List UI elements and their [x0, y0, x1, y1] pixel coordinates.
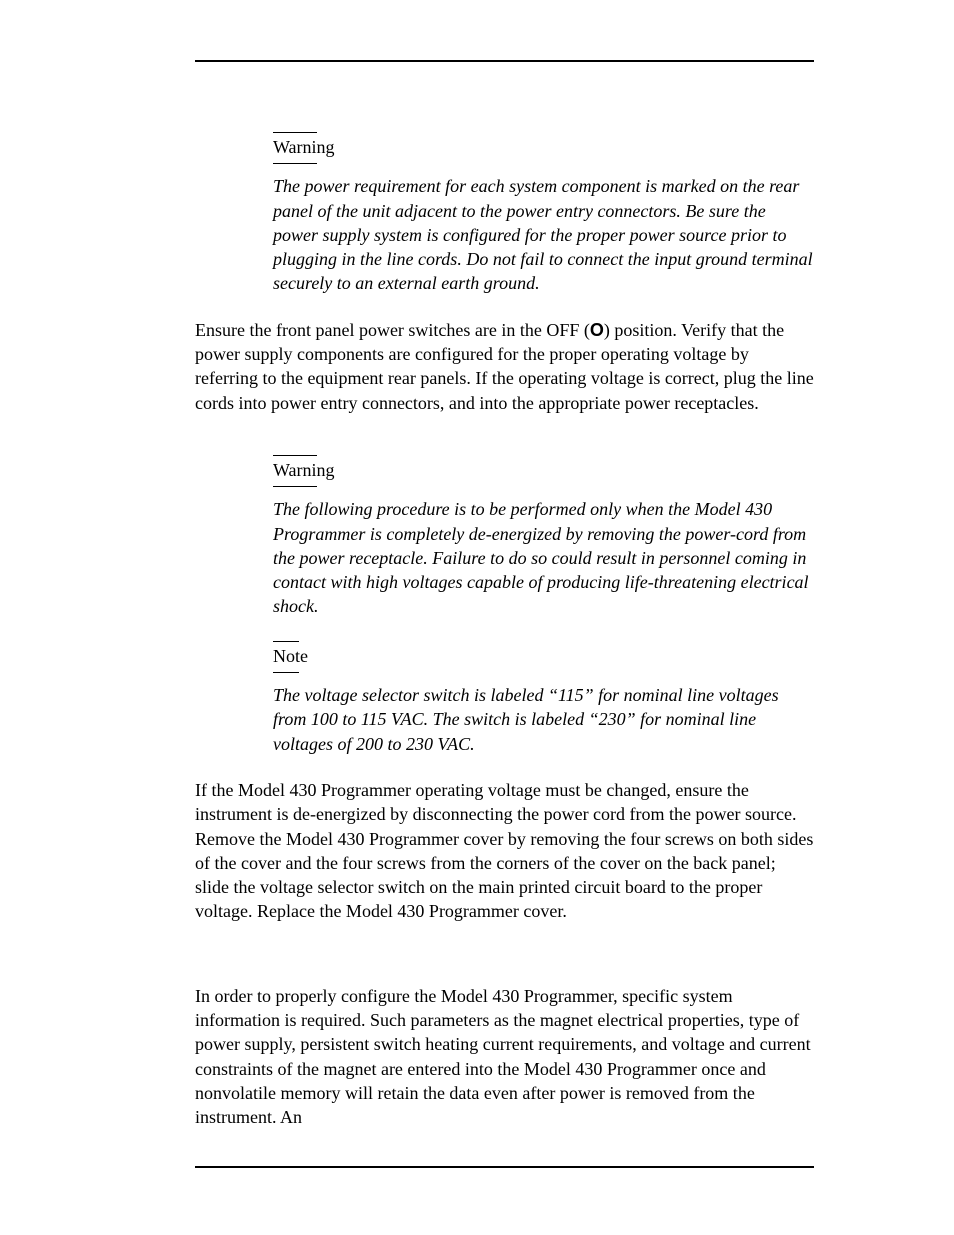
note-label: Note: [273, 644, 814, 668]
warning-label: Warning: [273, 135, 814, 159]
note-1-text: The voltage selector switch is labeled “…: [273, 683, 814, 756]
warning-bar-top: [273, 455, 317, 456]
para-config-intro: In order to properly configure the Model…: [195, 984, 814, 1130]
warning-bar-bottom: [273, 486, 317, 487]
warning-caption-1: Warning: [273, 132, 814, 164]
para-voltage-change: If the Model 430 Programmer operating vo…: [195, 778, 814, 924]
warning-1-text: The power requirement for each system co…: [273, 174, 814, 295]
off-symbol: O: [590, 320, 604, 340]
page: Warning The power requirement for each s…: [0, 0, 954, 1235]
warning-caption-2: Warning: [273, 455, 814, 487]
note-bar-bottom: [273, 672, 299, 673]
warning-bar-bottom: [273, 163, 317, 164]
footer-rule: [195, 1166, 814, 1168]
para-off-switch: Ensure the front panel power switches ar…: [195, 318, 814, 415]
warning-2-text: The following procedure is to be perform…: [273, 497, 814, 618]
warning-label: Warning: [273, 458, 814, 482]
note-bar-top: [273, 641, 299, 642]
header-rule: [195, 60, 814, 62]
spacer: [195, 437, 814, 455]
para1-pre: Ensure the front panel power switches ar…: [195, 320, 590, 340]
section-gap: [195, 946, 814, 984]
note-caption-1: Note: [273, 641, 814, 673]
warning-bar-top: [273, 132, 317, 133]
